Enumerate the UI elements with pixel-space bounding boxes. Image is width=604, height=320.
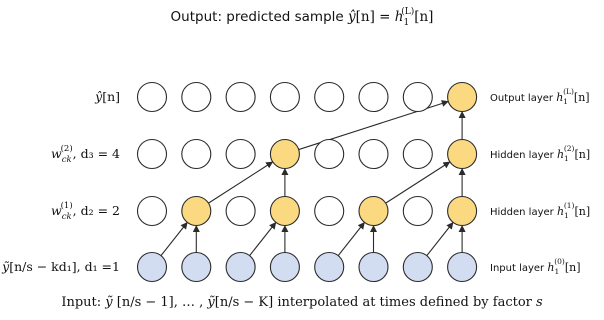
title-prefix: Output: predicted sample xyxy=(171,9,348,25)
edge-hidden1-5-to-hidden2-7 xyxy=(385,161,451,204)
edge-input-6-to-hidden1-7 xyxy=(426,221,454,256)
node-hidden2-5 xyxy=(358,138,389,170)
node-hidden1-2 xyxy=(225,195,256,227)
node-input-1 xyxy=(181,251,212,283)
node-hidden1-0 xyxy=(136,195,168,227)
node-output-2 xyxy=(225,81,256,113)
node-output-0 xyxy=(136,81,168,113)
node-hidden2-4 xyxy=(314,138,345,170)
node-output-3 xyxy=(269,81,300,113)
caption-p3: [n/s − K] interpolated at times defined … xyxy=(215,295,536,310)
node-hidden2-3 xyxy=(269,138,300,170)
node-input-6 xyxy=(402,251,433,283)
edges-group xyxy=(160,100,466,256)
edge-input-2-to-hidden1-3 xyxy=(249,221,277,256)
left-label-output: ŷ[n] xyxy=(94,89,120,104)
caption-y1: ỹ xyxy=(104,295,113,310)
caption-p2: [n/s − 1], … , xyxy=(113,295,208,310)
node-input-5 xyxy=(358,251,389,283)
node-hidden2-6 xyxy=(402,138,433,170)
node-output-5 xyxy=(358,81,389,113)
right-label-output: Output layer h1(L)[n] xyxy=(490,87,590,106)
caption-p1: Input: xyxy=(61,295,105,310)
right-label-hidden2: Hidden layer h1(2)[n] xyxy=(490,144,590,163)
node-hidden2-1 xyxy=(181,138,212,170)
input-caption: Input: ỹ [n/s − 1], … , ỹ[n/s − K] inter… xyxy=(61,295,543,310)
title-rhs-sub: 1 xyxy=(403,18,409,28)
title-rhs-base: h xyxy=(395,9,404,25)
title-rhs-sup: (L) xyxy=(401,6,414,17)
node-hidden1-7 xyxy=(447,195,478,227)
left-label-hidden1: wck(1), d₂ = 2 xyxy=(51,200,120,222)
node-hidden2-7 xyxy=(447,138,478,170)
node-hidden1-1 xyxy=(181,195,212,227)
left-label-input: ỹ[n/s − kd₁], d₁ =1 xyxy=(1,259,120,274)
right-labels-group: Output layer h1(L)[n] Hidden layer h1(2)[… xyxy=(490,87,590,276)
right-label-hidden1: Hidden layer h1(1)[n] xyxy=(490,201,590,220)
left-label-hidden2: wck(2), d₃ = 4 xyxy=(51,143,120,165)
title-eq: = xyxy=(375,9,395,25)
diagram-title: Output: predicted sample ŷ[n] = h1(L)[n] xyxy=(171,6,434,28)
node-input-3 xyxy=(269,251,300,283)
edge-input-0-to-hidden1-1 xyxy=(160,221,188,256)
caption-s: s xyxy=(536,295,543,310)
node-output-7 xyxy=(447,81,478,113)
nodes-group xyxy=(136,81,478,283)
left-labels-group: ŷ[n] wck(2), d₃ = 4 wck(1), d₂ = 2 ỹ[n/s − … xyxy=(1,89,120,274)
node-input-0 xyxy=(136,251,168,283)
title-rhs-arg: [n] xyxy=(414,9,433,25)
edge-input-4-to-hidden1-5 xyxy=(337,221,365,256)
node-hidden2-2 xyxy=(225,138,256,170)
node-hidden1-3 xyxy=(269,195,300,227)
node-hidden1-5 xyxy=(358,195,389,227)
node-hidden1-6 xyxy=(402,195,433,227)
caption-y2: ỹ xyxy=(206,295,215,310)
edge-hidden1-1-to-hidden2-3 xyxy=(208,161,274,204)
node-input-7 xyxy=(447,251,478,283)
node-input-4 xyxy=(314,251,345,283)
node-input-2 xyxy=(225,251,256,283)
node-hidden1-4 xyxy=(314,195,345,227)
title-lhs-base: ŷ xyxy=(347,9,356,25)
node-output-4 xyxy=(314,81,345,113)
node-output-1 xyxy=(181,81,212,113)
node-output-6 xyxy=(402,81,433,113)
title-lhs-arg: [n] xyxy=(356,9,375,25)
right-label-input: Input layer h1(0)[n] xyxy=(490,257,581,276)
node-hidden2-0 xyxy=(136,138,168,170)
